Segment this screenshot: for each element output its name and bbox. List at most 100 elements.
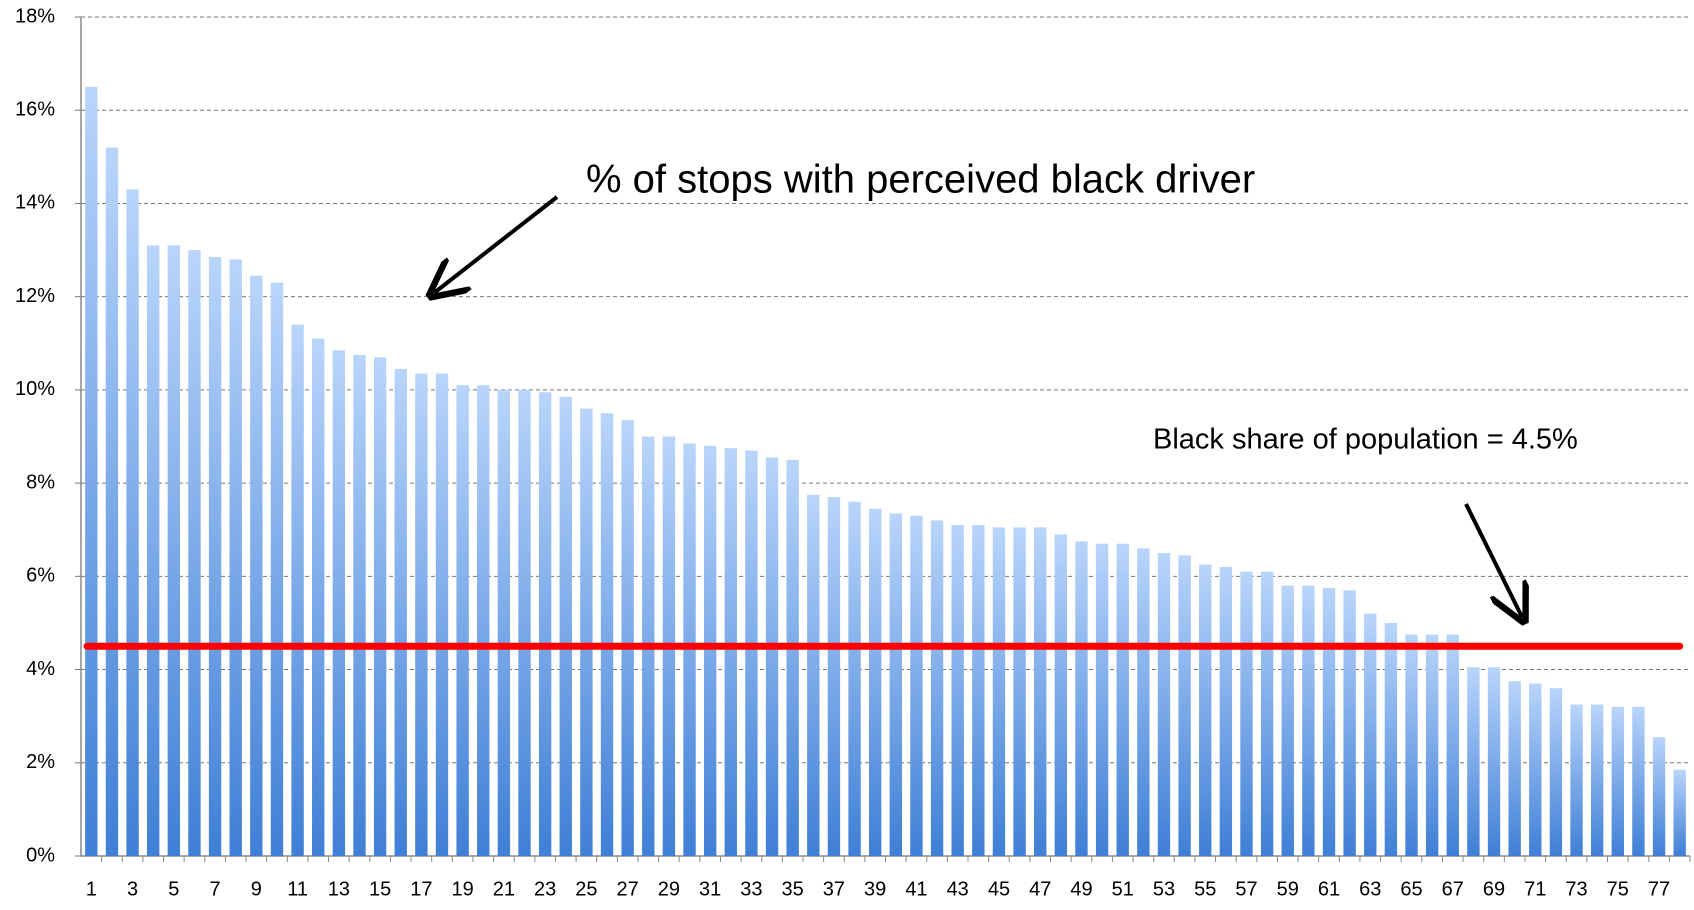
x-tick-label: 41 [905, 878, 927, 900]
x-tick-label: 61 [1318, 878, 1340, 900]
bar [1529, 683, 1542, 856]
bar [1075, 541, 1088, 856]
bar [477, 385, 490, 856]
y-tick-label: 16% [15, 99, 55, 121]
labels: 0%2%4%6%8%10%12%14%16%18%1 3 5 7 9 11 13 15 17 19… [15, 5, 1670, 900]
bar [1034, 527, 1047, 856]
bar [1199, 564, 1212, 856]
x-tick-label: 35 [782, 878, 804, 900]
bar [497, 389, 511, 856]
y-tick-label: 12% [15, 285, 55, 307]
x-tick-label: 1 [86, 878, 97, 900]
x-tick-label: 53 [1153, 878, 1175, 900]
bar [1611, 706, 1624, 856]
y-tick-label: 14% [15, 192, 55, 214]
bar [1673, 769, 1686, 856]
bar [848, 501, 861, 856]
x-tick-label: 55 [1194, 878, 1216, 900]
x-tick-label: 17 [410, 878, 432, 900]
x-tick-label: 75 [1607, 878, 1629, 900]
annotation: % of stops with perceived black driver [586, 158, 1255, 202]
bar [889, 513, 903, 856]
bar [538, 392, 552, 856]
bar [1384, 622, 1398, 856]
bar [951, 525, 964, 856]
x-tick-label: 65 [1400, 878, 1422, 900]
annotation: Black share of population = 4.5% [1153, 424, 1578, 456]
bar [1487, 667, 1501, 856]
bar [1405, 634, 1418, 856]
bar [1137, 548, 1150, 856]
x-tick-label: 77 [1648, 878, 1670, 900]
bar [1364, 613, 1377, 856]
bar [765, 457, 779, 856]
bar [972, 525, 985, 856]
x-tick-label: 25 [575, 878, 597, 900]
bar [291, 324, 304, 857]
bar [85, 86, 98, 856]
x-tick-label: 57 [1235, 878, 1257, 900]
bar [1281, 585, 1294, 856]
bar [745, 450, 758, 856]
bar [250, 275, 263, 857]
bar [147, 245, 160, 857]
bar [1508, 681, 1521, 856]
grid [75, 16, 1691, 862]
bar [126, 189, 139, 856]
bar [373, 357, 387, 856]
y-tick-label: 6% [26, 565, 55, 587]
y-tick-label: 8% [26, 471, 55, 493]
bar [1219, 567, 1233, 856]
arrow [1464, 503, 1522, 617]
bar [1178, 555, 1191, 856]
y-tick-label: 0% [26, 844, 55, 866]
bar [1446, 634, 1459, 856]
x-tick-label: 71 [1524, 878, 1546, 900]
bar [1570, 704, 1583, 856]
bar [580, 408, 593, 856]
x-tick-label: 21 [493, 878, 515, 900]
bar [353, 354, 366, 856]
y-tick-label: 2% [26, 751, 55, 773]
x-tick-label: 31 [699, 878, 721, 900]
x-tick-label: 39 [864, 878, 886, 900]
bar [1013, 527, 1026, 856]
x-tick-label: 15 [369, 878, 391, 900]
x-tick-label: 51 [1112, 878, 1134, 900]
x-tick-label: 47 [1029, 878, 1051, 900]
x-tick-label: 7 [210, 878, 221, 900]
bar [786, 459, 799, 856]
bar [910, 515, 923, 856]
bar [930, 520, 944, 856]
bar [1240, 571, 1253, 856]
y-tick-label: 18% [15, 5, 55, 27]
x-tick-label: 69 [1483, 878, 1505, 900]
bar [270, 282, 284, 856]
bar [435, 373, 449, 856]
bar [703, 445, 717, 856]
x-tick-label: 49 [1070, 878, 1092, 900]
x-tick-label: 37 [823, 878, 845, 900]
x-tick-label: 23 [534, 878, 556, 900]
x-tick-label: 63 [1359, 878, 1381, 900]
x-tick-label: 59 [1277, 878, 1299, 900]
x-tick-label: 73 [1565, 878, 1587, 900]
x-tick-label: 27 [617, 878, 639, 900]
bar [229, 259, 242, 856]
bar [394, 368, 407, 856]
bar [415, 373, 428, 856]
bar [1467, 667, 1480, 856]
bar [807, 494, 820, 856]
bar [1652, 737, 1666, 856]
bar [992, 527, 1006, 856]
x-tick-label: 43 [947, 878, 969, 900]
bar [208, 257, 222, 856]
bar [1632, 706, 1645, 856]
bar [167, 245, 181, 857]
bar [1116, 543, 1129, 856]
y-tick-label: 4% [26, 658, 55, 680]
x-tick-label: 11 [287, 878, 308, 900]
x-tick-label: 9 [251, 878, 262, 900]
bar [312, 338, 325, 856]
bars [83, 86, 1686, 857]
